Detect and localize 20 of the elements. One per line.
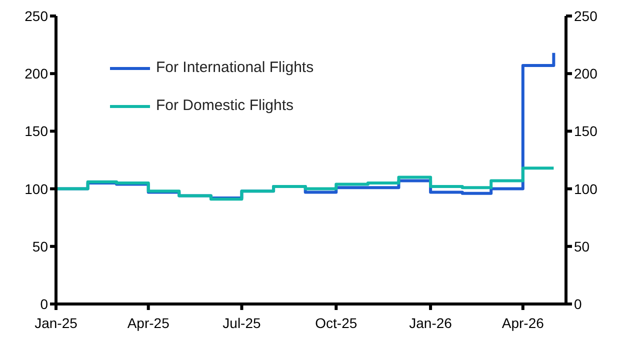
- legend-label: For International Flights: [156, 58, 314, 78]
- y2-tick-label: 200: [574, 66, 598, 82]
- y-tick-label: 100: [24, 180, 48, 197]
- y2-tick-label: 150: [574, 123, 598, 140]
- x-tick-label: Jan-25: [34, 314, 78, 331]
- y-tick-label: 0: [40, 296, 48, 312]
- y-tick-label: 50: [32, 238, 48, 254]
- x-tick-label: Jan-26: [409, 314, 452, 331]
- x-tick-label: Apr-26: [502, 314, 544, 331]
- y2-tick-label: 50: [574, 238, 590, 254]
- y-tick-label: 250: [24, 8, 48, 24]
- x-tick-label: Jul-25: [222, 314, 262, 331]
- y-tick-label: 200: [24, 66, 48, 82]
- legend-label: For Domestic Flights: [156, 96, 294, 116]
- x-tick-label: Oct-25: [315, 314, 358, 331]
- y2-tick-label: 0: [574, 296, 582, 312]
- x-tick-label: Apr-25: [127, 314, 170, 331]
- y2-tick-label: 100: [574, 180, 598, 197]
- y-tick-label: 150: [24, 123, 48, 140]
- y2-tick-label: 250: [574, 8, 598, 24]
